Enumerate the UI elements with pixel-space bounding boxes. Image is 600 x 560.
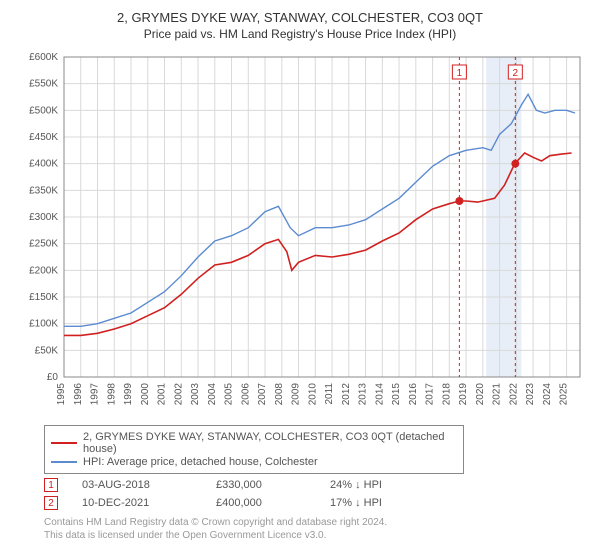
chart-subtitle: Price paid vs. HM Land Registry's House … [12,27,588,41]
sale-dot-1 [455,197,463,205]
legend-swatch-property [51,442,77,444]
svg-text:2010: 2010 [307,383,318,406]
sale-marker-2: 2 [44,496,58,510]
sale-row: 1 03-AUG-2018 £330,000 24% ↓ HPI [44,478,588,492]
svg-text:£300K: £300K [29,212,58,223]
svg-text:2009: 2009 [291,383,302,406]
svg-text:£550K: £550K [29,79,58,90]
legend-swatch-hpi [51,461,77,463]
svg-text:2008: 2008 [274,383,285,406]
svg-text:2006: 2006 [240,383,251,406]
svg-text:2015: 2015 [391,383,402,406]
sale-delta: 17% ↓ HPI [330,497,382,509]
svg-text:£150K: £150K [29,292,58,303]
sale-dot-2 [511,160,519,168]
chart-title: 2, GRYMES DYKE WAY, STANWAY, COLCHESTER,… [12,10,588,25]
svg-text:£450K: £450K [29,132,58,143]
legend-box: 2, GRYMES DYKE WAY, STANWAY, COLCHESTER,… [44,425,464,474]
svg-text:2016: 2016 [408,383,419,406]
svg-text:£350K: £350K [29,185,58,196]
sale-price: £400,000 [216,497,306,509]
svg-text:2021: 2021 [492,383,503,406]
svg-text:2011: 2011 [324,383,335,405]
sale-row: 2 10-DEC-2021 £400,000 17% ↓ HPI [44,496,588,510]
svg-text:2018: 2018 [441,383,452,406]
svg-text:1: 1 [457,68,463,79]
svg-text:£200K: £200K [29,265,58,276]
price-chart: £0 £50K £100K £150K £200K £250K £300K £350K £400… [12,49,588,419]
sale-date: 10-DEC-2021 [82,497,192,509]
svg-text:1995: 1995 [56,383,67,406]
svg-text:2025: 2025 [559,383,570,406]
legend-row-property: 2, GRYMES DYKE WAY, STANWAY, COLCHESTER,… [51,431,457,455]
svg-text:2014: 2014 [374,383,385,406]
svg-text:£500K: £500K [29,105,58,116]
svg-text:2005: 2005 [224,383,235,406]
svg-text:£100K: £100K [29,319,58,330]
svg-text:2012: 2012 [341,383,352,406]
sale-price: £330,000 [216,479,306,491]
svg-text:2003: 2003 [190,383,201,406]
svg-text:£400K: £400K [29,159,58,170]
sale-date: 03-AUG-2018 [82,479,192,491]
sale-marker-1: 1 [44,478,58,492]
svg-text:1998: 1998 [106,383,117,406]
svg-text:2007: 2007 [257,383,268,406]
legend-label-hpi: HPI: Average price, detached house, Colc… [83,456,318,468]
legend-row-hpi: HPI: Average price, detached house, Colc… [51,456,457,468]
footer-attribution: Contains HM Land Registry data © Crown c… [44,516,588,542]
svg-text:1999: 1999 [123,383,134,406]
svg-text:2013: 2013 [358,383,369,406]
svg-text:2017: 2017 [425,383,436,406]
svg-text:£600K: £600K [29,52,58,63]
svg-text:2022: 2022 [508,383,519,406]
svg-text:2024: 2024 [542,383,553,406]
svg-text:2023: 2023 [525,383,536,406]
svg-text:2: 2 [513,68,519,79]
svg-text:2000: 2000 [140,383,151,406]
svg-text:2004: 2004 [207,383,218,406]
svg-text:1996: 1996 [73,383,84,406]
svg-text:2001: 2001 [157,383,168,406]
sale-delta: 24% ↓ HPI [330,479,382,491]
svg-text:1997: 1997 [90,383,101,406]
svg-text:£50K: £50K [35,345,59,356]
svg-text:£0: £0 [47,372,59,383]
chart-area: £0 £50K £100K £150K £200K £250K £300K £350K £400… [12,49,588,419]
svg-text:2020: 2020 [475,383,486,406]
svg-text:£250K: £250K [29,239,58,250]
footer-line1: Contains HM Land Registry data © Crown c… [44,516,588,529]
svg-text:2019: 2019 [458,383,469,406]
svg-text:2002: 2002 [173,383,184,406]
legend-label-property: 2, GRYMES DYKE WAY, STANWAY, COLCHESTER,… [83,431,457,455]
footer-line2: This data is licensed under the Open Gov… [44,529,588,542]
